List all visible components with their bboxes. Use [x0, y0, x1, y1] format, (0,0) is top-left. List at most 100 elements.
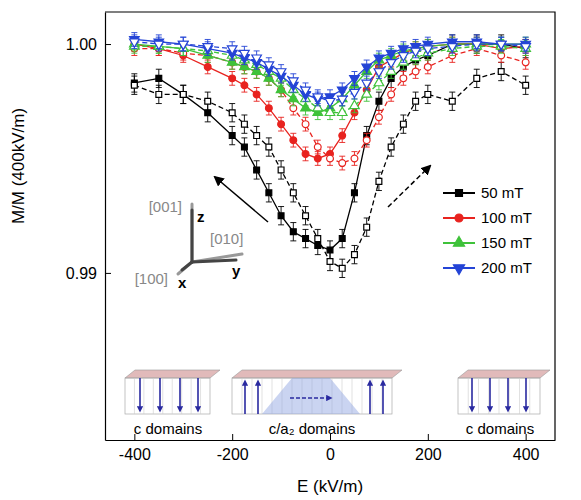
marker — [496, 41, 506, 49]
marker — [325, 98, 335, 106]
marker — [266, 190, 272, 196]
marker — [400, 121, 406, 127]
marker — [388, 144, 394, 150]
marker — [313, 94, 323, 102]
tick: 1.00 — [66, 36, 111, 53]
legend-marker — [455, 214, 463, 222]
domain-box — [125, 378, 210, 414]
y-axis: 0.99 1.00 — [66, 13, 111, 441]
legend-marker — [456, 190, 463, 197]
marker — [278, 167, 284, 173]
error-bar — [351, 184, 357, 202]
error-bar — [376, 110, 382, 124]
marker — [447, 43, 457, 51]
line — [134, 49, 525, 163]
error-bar — [351, 245, 357, 263]
tick-mark — [428, 434, 429, 440]
polarization — [489, 378, 491, 410]
marker — [521, 44, 531, 52]
marker — [374, 69, 384, 77]
series — [130, 37, 531, 119]
error-bar — [498, 62, 504, 80]
series — [131, 62, 528, 277]
domain-grid — [262, 378, 263, 414]
domain-illustrations — [125, 370, 550, 414]
marker — [412, 68, 419, 75]
tick-mark — [105, 273, 111, 274]
polarization — [507, 378, 509, 410]
error-bar — [339, 129, 345, 143]
domain-box — [458, 378, 540, 414]
series — [130, 39, 531, 119]
marker — [424, 64, 431, 71]
error-bar — [388, 88, 394, 102]
marker — [521, 43, 531, 51]
marker — [386, 60, 396, 68]
polarization — [290, 397, 330, 399]
legend-label: 100 mT — [481, 209, 532, 226]
y-axis-title: M/M (400kV/m) — [9, 108, 28, 224]
marker — [496, 41, 506, 49]
tick: 400 — [513, 434, 540, 463]
marker — [339, 160, 346, 167]
polarization — [257, 382, 259, 414]
marker — [241, 82, 248, 89]
marker — [278, 213, 284, 219]
marker — [266, 144, 272, 150]
marker — [449, 98, 455, 104]
domain-grid — [252, 378, 253, 414]
tick: 0.99 — [66, 265, 111, 282]
domain-grid — [372, 378, 373, 414]
tick: 0 — [326, 434, 335, 463]
marker — [376, 114, 383, 121]
axis-line — [106, 440, 556, 441]
error-bar — [523, 76, 529, 94]
error-bar — [303, 117, 309, 131]
tick-label: 1.00 — [66, 36, 97, 53]
domain-grid — [191, 378, 192, 414]
marker — [156, 91, 162, 97]
marker — [523, 82, 529, 88]
annotation: [010] — [210, 230, 243, 247]
marker — [229, 110, 235, 116]
error-bar — [254, 126, 260, 144]
annotation: c/a₂ domains — [269, 420, 356, 437]
marker — [290, 190, 296, 196]
polarization — [139, 378, 141, 410]
error-bar — [315, 229, 321, 247]
domain-grid — [242, 378, 243, 414]
error-bar — [400, 72, 406, 86]
error-bar — [290, 184, 296, 202]
domain-box — [232, 378, 392, 414]
domain-grid — [143, 378, 144, 414]
marker — [352, 190, 358, 196]
marker — [350, 76, 360, 84]
marker — [156, 75, 162, 81]
marker — [303, 236, 309, 242]
error-bar — [303, 229, 309, 247]
marker — [178, 41, 188, 49]
marker — [254, 133, 260, 139]
domain-grid — [153, 378, 154, 414]
axis-arrow — [182, 262, 192, 270]
error-bar — [229, 126, 235, 144]
marker — [425, 91, 431, 97]
tick-label: -400 — [119, 446, 151, 463]
error-bar — [254, 88, 260, 102]
tick: 200 — [415, 434, 442, 463]
marker — [290, 137, 297, 144]
error-bar — [339, 156, 345, 170]
error-bar — [339, 259, 345, 277]
error-bar — [278, 161, 284, 179]
marker — [154, 41, 164, 49]
domain-grid — [468, 378, 469, 414]
error-bar — [156, 69, 162, 87]
domain-grid — [499, 378, 500, 414]
marker — [265, 105, 272, 112]
error-bar — [400, 115, 406, 133]
marker — [376, 178, 382, 184]
marker — [413, 98, 419, 104]
polarization — [369, 382, 371, 414]
legend-label: 200 mT — [481, 259, 532, 276]
marker — [327, 155, 334, 162]
